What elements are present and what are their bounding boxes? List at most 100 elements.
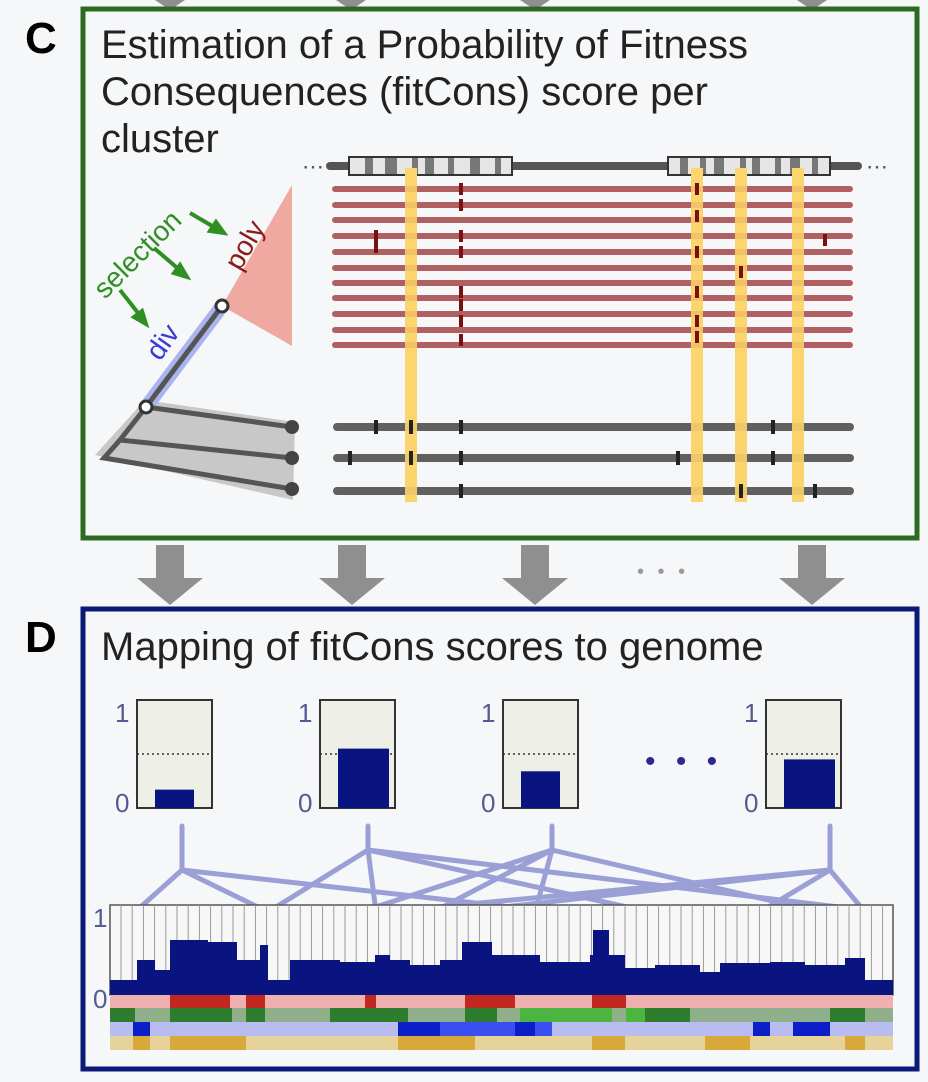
cluster-score-box: 10 — [481, 698, 579, 818]
annotation-segment — [465, 995, 515, 1008]
cluster-score-box: 10 — [744, 698, 842, 818]
ideogram-band — [714, 158, 724, 174]
internal-node-upper — [214, 298, 230, 314]
highlight-column-overlay — [405, 168, 417, 502]
poly-variant-mark-top — [695, 331, 699, 343]
annotation-segment — [440, 1036, 475, 1050]
highlight-column-lower — [735, 420, 747, 502]
annotation-segment — [365, 995, 376, 1008]
link-line — [357, 847, 555, 915]
annotation-segment — [170, 1008, 232, 1022]
cluster-score-bar — [338, 748, 389, 808]
poly-variant-mark-top — [739, 266, 743, 278]
between-panel-arrows — [137, 545, 845, 605]
ideogram-band — [752, 158, 760, 174]
ideogram-band — [680, 158, 688, 174]
poly-variant-mark — [459, 183, 463, 195]
genome-axis-bottom: 0 — [93, 984, 107, 1014]
panel-c-title-line-3: cluster — [101, 117, 219, 161]
ideogram-band — [470, 158, 480, 174]
annotation-segment — [845, 1036, 865, 1050]
poly-variant-mark — [459, 230, 463, 242]
poly-variant-mark — [459, 334, 463, 346]
poly-variant-mark — [459, 315, 463, 327]
cluster-score-box: 10 — [298, 698, 396, 818]
annotation-segment — [246, 995, 265, 1008]
annotation-segment — [626, 1008, 645, 1022]
ideogram-band — [775, 158, 781, 174]
score-axis-top: 1 — [115, 698, 129, 728]
annotation-segment — [170, 1036, 246, 1050]
div-variant-mark — [459, 451, 463, 465]
poly-variant-mark-top — [695, 315, 699, 327]
poly-variant-mark — [374, 241, 378, 253]
score-box-ellipsis: • • • — [645, 745, 723, 778]
div-variant-mark — [459, 420, 463, 434]
link-line — [365, 847, 379, 915]
annotation-segment — [133, 1036, 150, 1050]
div-variant-mark — [348, 451, 352, 465]
ideogram-band — [495, 158, 501, 174]
annotation-segment — [440, 1022, 515, 1036]
score-axis-top: 1 — [744, 698, 758, 728]
phylogeny-schematic — [95, 185, 299, 500]
annotation-track — [110, 1036, 893, 1050]
cluster-score-bar — [155, 789, 194, 808]
ideogram-band — [425, 158, 434, 174]
annotation-segment — [520, 1008, 612, 1022]
annotation-segment — [592, 995, 626, 1008]
annotation-segment — [830, 1008, 865, 1022]
div-variant-mark — [771, 451, 775, 465]
score-axis-top: 1 — [481, 698, 495, 728]
cluster-score-bar — [521, 771, 560, 808]
poly-variant-mark-top — [695, 210, 699, 222]
down-arrow-2 — [319, 545, 385, 605]
genome-track — [109, 904, 894, 1050]
tree-branch-1 — [145, 404, 293, 430]
score-axis-top: 1 — [298, 698, 312, 728]
div-variant-mark — [409, 420, 413, 434]
link-line — [265, 847, 371, 915]
poly-variant-mark — [823, 234, 827, 246]
div-variant-mark — [374, 420, 378, 434]
poly-triangle — [222, 185, 292, 346]
panel-d: D Mapping of fitCons scores to genome 10… — [25, 606, 920, 1072]
score-axis-bottom: 0 — [298, 788, 312, 818]
down-arrow-3 — [502, 545, 568, 605]
highlight-column-lower — [691, 420, 703, 502]
selection-arrows — [118, 211, 229, 329]
div-variant-mark — [676, 451, 680, 465]
annotation-segment — [793, 1022, 830, 1036]
down-arrow-4 — [779, 545, 845, 605]
genome-fitcons-profile — [110, 930, 893, 995]
div-variant-mark — [459, 484, 463, 498]
annotation-segment — [592, 1036, 625, 1050]
internal-node-lower — [138, 399, 154, 415]
link-line — [365, 847, 883, 915]
panel-c: C Estimation of a Probability of Fitness… — [25, 6, 920, 541]
panel-d-title: Mapping of fitCons scores to genome — [101, 625, 764, 669]
annotation-segment — [246, 1008, 265, 1022]
ideogram-band — [740, 158, 746, 174]
annotation-segment — [705, 1036, 750, 1050]
ideogram-dots-left: ⋯ — [302, 154, 324, 179]
div-variant-mark — [739, 484, 743, 498]
link-line — [365, 847, 653, 915]
poly-variant-mark — [459, 199, 463, 211]
annotation-segment — [753, 1022, 770, 1036]
ideogram-segment — [667, 156, 831, 176]
ideogram-band — [412, 158, 418, 174]
score-axis-bottom: 0 — [115, 788, 129, 818]
link-line — [430, 847, 555, 915]
annotation-segment — [133, 1022, 150, 1036]
poly-variant-mark-top — [695, 183, 699, 195]
poly-variant-mark — [459, 246, 463, 258]
panel-c-letter: C — [25, 14, 57, 63]
chromosome-ideogram — [326, 156, 862, 176]
genome-axis-top: 1 — [93, 903, 107, 933]
annotation-segment — [515, 1022, 535, 1036]
annotation-segment — [645, 1008, 690, 1022]
tree-branch-3 — [99, 438, 293, 492]
